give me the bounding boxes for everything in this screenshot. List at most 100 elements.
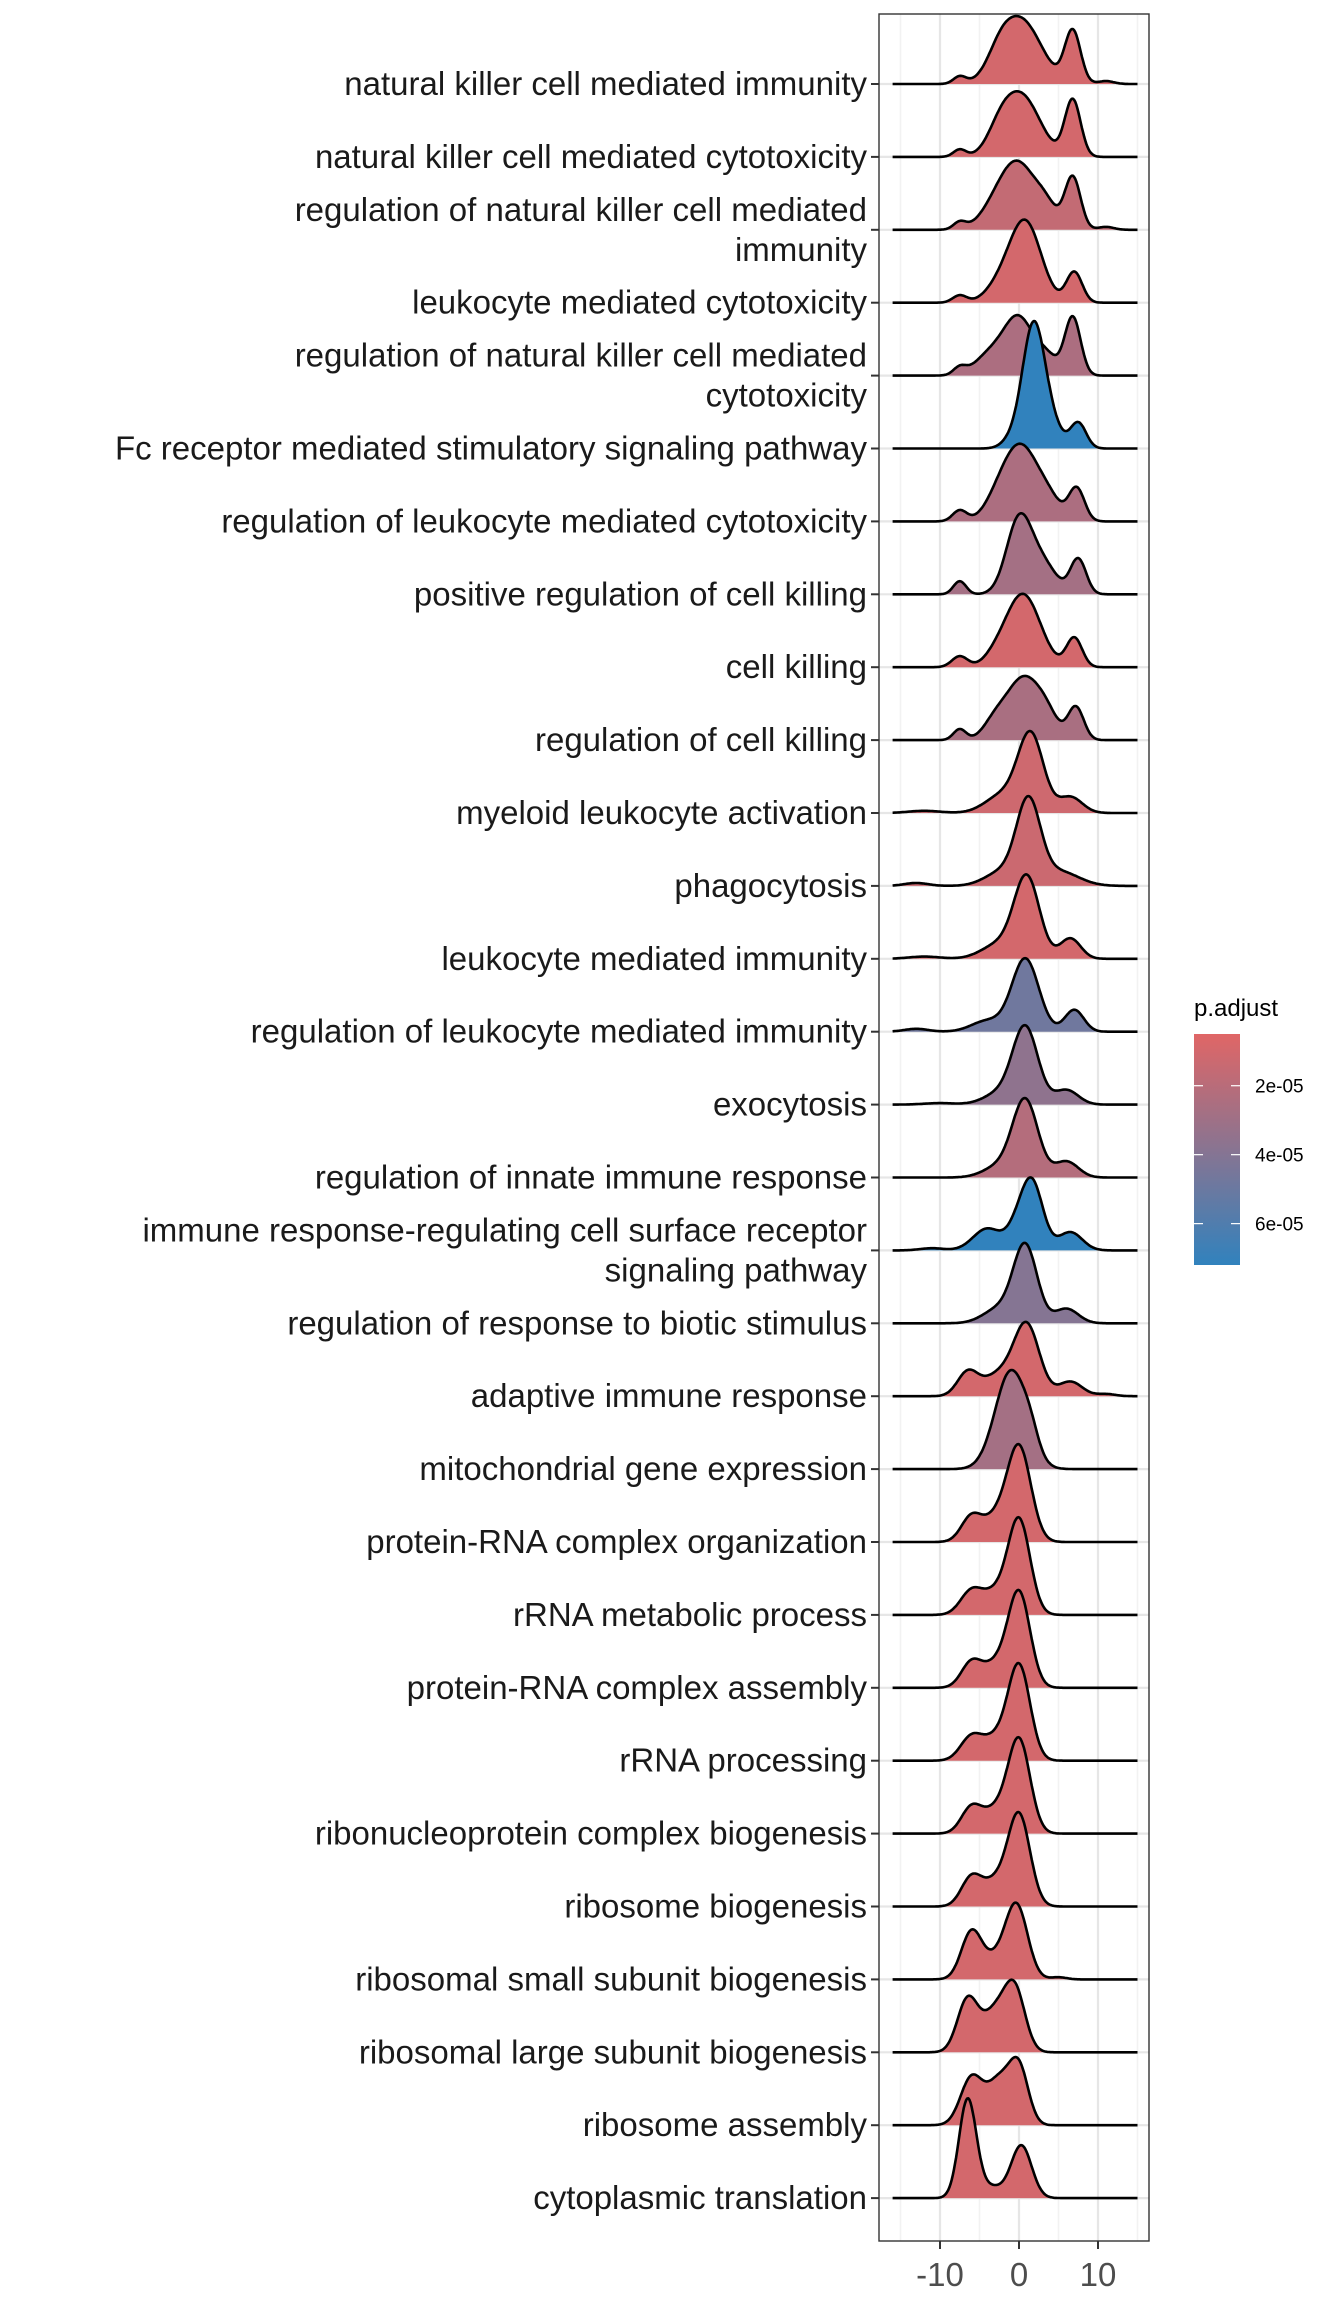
ridge-outline bbox=[892, 159, 1138, 232]
ridge-outline bbox=[892, 1442, 1138, 1544]
y-tick-label: immune response-regulating cell surface … bbox=[142, 1211, 867, 1288]
ridge-row bbox=[892, 592, 1138, 669]
ridge-fill bbox=[892, 1812, 1138, 1907]
y-tick-label: protein-RNA complex organization bbox=[366, 1523, 867, 1560]
ridge-row bbox=[892, 1515, 1138, 1617]
ridge-outline bbox=[892, 873, 1138, 961]
ridge-outline bbox=[892, 1515, 1138, 1617]
ridge-row bbox=[892, 313, 1138, 377]
ridge-outline bbox=[892, 592, 1138, 669]
ridges bbox=[892, 14, 1138, 2200]
y-tick-label: ribosomal large subunit biogenesis bbox=[359, 2033, 867, 2070]
ridge-outline bbox=[892, 1241, 1138, 1325]
y-tick-label: adaptive immune response bbox=[471, 1377, 867, 1414]
ridge-row bbox=[892, 1735, 1138, 1835]
ridge-row bbox=[892, 1661, 1138, 1762]
legend-title: p.adjust bbox=[1194, 995, 1278, 1022]
ridge-row bbox=[892, 159, 1138, 232]
ridge-row bbox=[892, 1901, 1138, 1981]
ridge-outline bbox=[892, 1096, 1138, 1179]
ridge-outline bbox=[892, 1901, 1138, 1981]
ridge-outline bbox=[892, 1978, 1138, 2054]
legend-tick-label: 6e-05 bbox=[1255, 1215, 1304, 1236]
panel-border bbox=[878, 13, 1150, 2242]
ridge-fill bbox=[892, 160, 1138, 230]
ridge-outline bbox=[892, 313, 1138, 377]
ridge-fill bbox=[892, 1242, 1138, 1324]
ridge-outline bbox=[892, 1023, 1138, 1106]
ridge-outline bbox=[892, 442, 1138, 523]
ridge-outline bbox=[892, 1661, 1138, 1762]
ridge-fill bbox=[892, 315, 1138, 376]
ridge-row bbox=[892, 1978, 1138, 2054]
ridge-fill bbox=[892, 1321, 1138, 1397]
ridge-outline bbox=[892, 218, 1138, 304]
ridge-row bbox=[892, 2055, 1138, 2127]
ridge-row bbox=[892, 442, 1138, 523]
y-tick-label: mitochondrial gene expression bbox=[419, 1450, 867, 1487]
ridge-outline bbox=[892, 956, 1138, 1033]
y-tick-label: cell killing bbox=[726, 648, 867, 685]
ridge-fill bbox=[892, 321, 1138, 449]
y-tick-label: myeloid leukocyte activation bbox=[456, 794, 867, 831]
ridge-outline bbox=[892, 1176, 1138, 1252]
x-tick-label: -10 bbox=[916, 2256, 964, 2293]
y-tick-label: regulation of leukocyte mediated immunit… bbox=[251, 1013, 868, 1050]
y-tick-label: regulation of cell killing bbox=[535, 721, 867, 758]
y-tick-label: leukocyte mediated cytotoxicity bbox=[412, 284, 867, 321]
ridge-fill bbox=[892, 1517, 1138, 1615]
legend-tick-label: 2e-05 bbox=[1255, 1077, 1304, 1098]
y-axis: natural killer cell mediated immunity nat… bbox=[115, 65, 879, 2216]
y-tick-label: ribosomal small subunit biogenesis bbox=[355, 1960, 867, 1997]
ridge-outline bbox=[892, 794, 1138, 888]
y-tick-label: regulation of response to biotic stimulu… bbox=[287, 1304, 867, 1341]
ridge-row bbox=[892, 956, 1138, 1033]
ridge-fill bbox=[892, 958, 1138, 1032]
ridge-outline bbox=[892, 319, 1138, 450]
ridge-row bbox=[892, 319, 1138, 450]
ridge-outline bbox=[892, 90, 1138, 159]
y-tick-label: leukocyte mediated immunity bbox=[441, 940, 867, 977]
ridge-fill bbox=[892, 16, 1138, 84]
ridge-fill bbox=[892, 1589, 1138, 1688]
ridge-row bbox=[892, 674, 1138, 742]
x-tick-label: 0 bbox=[1010, 2256, 1028, 2293]
ridge-fill bbox=[892, 1444, 1138, 1542]
y-tick-label: cytoplasmic translation bbox=[533, 2179, 867, 2216]
ridge-fill bbox=[892, 1663, 1138, 1761]
y-tick-label: natural killer cell mediated immunity bbox=[344, 65, 867, 102]
ridge-outline bbox=[892, 674, 1138, 742]
y-tick-label: positive regulation of cell killing bbox=[414, 575, 867, 612]
ridge-row bbox=[892, 729, 1138, 815]
ridge-outline bbox=[892, 729, 1138, 815]
ridge-fill bbox=[892, 796, 1138, 886]
y-tick-label: ribosome biogenesis bbox=[564, 1888, 867, 1925]
y-tick-label: ribonucleoprotein complex biogenesis bbox=[315, 1815, 867, 1852]
ridge-outline bbox=[892, 2097, 1138, 2200]
ridge-row bbox=[892, 2097, 1138, 2200]
ridge-row bbox=[892, 218, 1138, 304]
ridge-row bbox=[892, 14, 1138, 86]
ridge-row bbox=[892, 1096, 1138, 1179]
ridge-outline bbox=[892, 14, 1138, 86]
ridge-row bbox=[892, 511, 1138, 596]
ridge-row bbox=[892, 873, 1138, 961]
ridge-fill bbox=[892, 443, 1138, 522]
ridge-fill bbox=[892, 1025, 1138, 1105]
ridge-fill bbox=[892, 874, 1138, 959]
ridge-fill bbox=[892, 2057, 1138, 2126]
y-tick-label: regulation of innate immune response bbox=[315, 1159, 867, 1196]
ridge-row bbox=[892, 794, 1138, 888]
ridge-fill bbox=[892, 1902, 1138, 1980]
y-tick-label: ribosome assembly bbox=[583, 2106, 868, 2143]
y-tick-label: protein-RNA complex assembly bbox=[407, 1669, 868, 1706]
ridge-fill bbox=[892, 219, 1138, 303]
ridge-fill bbox=[892, 1370, 1138, 1470]
ridge-row bbox=[892, 1442, 1138, 1544]
ridge-outline bbox=[892, 1320, 1138, 1398]
ridge-row bbox=[892, 90, 1138, 159]
ridge-fill bbox=[892, 1177, 1138, 1251]
y-tick-label: natural killer cell mediated cytotoxicit… bbox=[315, 138, 868, 175]
ridge-row bbox=[892, 1023, 1138, 1106]
